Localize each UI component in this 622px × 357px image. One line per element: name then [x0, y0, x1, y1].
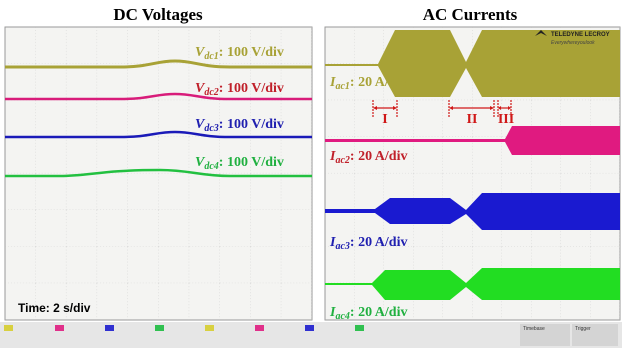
interval-label: I: [382, 112, 387, 127]
interval-label: III: [498, 112, 514, 127]
label-part: : 20 A/div: [350, 235, 408, 250]
figure: DC Voltages AC Currents Vdc1: 100 V/div …: [0, 0, 622, 357]
label-part: dc4: [204, 161, 218, 172]
page: { "left_panel": { "title": "DC Voltages"…: [0, 0, 622, 357]
channel-chip: [4, 325, 13, 331]
time-scale: Time: 2 s/div: [18, 301, 91, 315]
status-bar: Timebase Trigger: [0, 322, 622, 348]
label-part: dc3: [204, 123, 218, 134]
channel-chip: [205, 325, 214, 331]
channel-chip: [355, 325, 364, 331]
label-part: : 20 A/div: [350, 305, 408, 320]
logo-tagline: Everywhereyoulook: [551, 40, 595, 46]
label-part: ac3: [335, 241, 349, 252]
channel-chip: [155, 325, 164, 331]
label-part: : 100 V/div: [219, 45, 284, 60]
label-part: : 20 A/div: [350, 75, 408, 90]
label-part: ac1: [335, 81, 349, 92]
right-title: AC Currents: [423, 5, 518, 24]
label-part: : 20 A/div: [350, 149, 408, 164]
channel-chip: [105, 325, 114, 331]
left-grid: [5, 27, 312, 320]
timebase-label: Timebase: [523, 326, 545, 332]
label-part: : 100 V/div: [219, 155, 284, 170]
channel-chip: [55, 325, 64, 331]
label-part: ac4: [335, 311, 349, 322]
label-part: : 100 V/div: [219, 81, 284, 96]
label-part: ac2: [335, 155, 349, 166]
trigger-label: Trigger: [575, 326, 591, 332]
logo-brand: TELEDYNE LECROY: [551, 32, 610, 38]
channel-chip: [305, 325, 314, 331]
interval-label: II: [467, 112, 478, 127]
label-part: dc1: [204, 51, 218, 62]
left-title: DC Voltages: [113, 5, 203, 24]
label-part: dc2: [204, 87, 218, 98]
channel-chip: [255, 325, 264, 331]
label-part: : 100 V/div: [219, 117, 284, 132]
